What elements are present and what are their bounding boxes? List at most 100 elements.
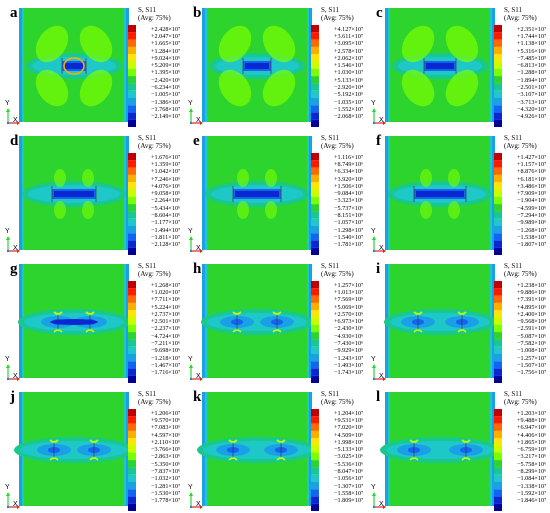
contour-plot-e [189,136,319,255]
legend-value: +9.058×10⁵ [151,190,181,198]
legend-swatch [311,174,319,183]
legend-swatch [494,189,502,197]
legend-value: +1.257×10⁷ [334,281,364,289]
legend-swatch [494,76,502,84]
legend-swatch [128,375,136,383]
legend-value: −1.084×10⁷ [517,475,547,483]
legend-value: −1.807×10⁷ [517,241,547,249]
legend-swatch [311,233,319,241]
legend-value: +5.224×10⁶ [151,303,181,311]
legend-swatch [311,182,319,190]
legend-value: −1.846×10⁷ [517,497,547,505]
contour-plot-k [189,392,319,511]
legend-swatch [128,240,136,248]
legend-swatch [494,218,502,226]
panel-letter: k [193,389,202,405]
legend-swatch [311,368,319,376]
legend-swatch [494,496,502,504]
axis-y-label: Y [5,356,10,363]
legend-value: +1.268×10⁷ [151,281,181,289]
legend-swatch [311,503,319,511]
legend-swatch [128,105,136,113]
legend-value: +1.284×10⁷ [151,47,181,55]
legend-swatch [494,83,502,91]
legend-swatch [128,68,136,77]
legend-value: +5.133×10⁶ [334,76,364,84]
legend-swatch [128,174,136,183]
legend-value: −1.288×10⁷ [517,69,547,77]
legend-swatch [311,226,319,234]
axis-x-label: X [13,373,18,380]
legend-value: +7.711×10⁶ [151,296,181,304]
legend-value: −1.743×10⁷ [334,369,364,377]
legend-swatch [128,438,136,446]
legend-value: +1.206×10⁷ [151,409,181,417]
legend-swatch [494,167,502,175]
legend-value: −4.599×10⁶ [517,204,547,212]
legend-value: −3.713×10⁷ [517,98,547,106]
legend-value: −8.047×10⁶ [334,468,364,475]
legend-swatch [128,153,136,161]
legend-swatch [128,281,136,289]
legend-swatch [494,438,502,446]
legend-value: +6.947×10⁶ [517,424,547,432]
legend-swatch [128,247,136,255]
legend-value: −1.530×10⁷ [151,489,181,497]
legend-value: +7.391×10⁶ [517,296,547,304]
legend-swatch [128,211,136,219]
legend-value: +1.238×10⁷ [517,281,547,289]
legend-value: +1.204×10⁷ [334,409,364,417]
legend-subtitle: (Avg: 75%) [138,270,171,278]
legend-swatch [311,482,319,490]
legend-value: +1.116×10⁷ [334,153,364,161]
contour-plot-a [6,8,136,127]
legend-value: +3.920×10⁶ [334,175,364,183]
legend-value: +3.611×10⁷ [334,32,364,40]
legend-value: −3.025×10⁶ [334,453,364,461]
legend-value: +3.486×10⁶ [517,182,547,190]
contour-panel-i: i S, S11 (Avg: 75%) +1.238×10⁷ +9.886×10⁶ +7.… [371,260,549,383]
legend-value: −2.068×10⁷ [334,113,364,121]
contour-panel-b: b S, S11 (Avg: 75%) +4.127×10⁷ +3.611×10⁷ +3.… [188,4,366,127]
legend-value: +1.138×10⁷ [517,40,547,48]
axis-y-label: Y [5,228,10,235]
axis-y-label: Y [5,484,10,491]
legend-value: −1.493×10⁷ [334,361,364,369]
legend-subtitle: (Avg: 75%) [504,14,537,22]
legend-swatch [494,46,502,55]
legend-swatch [128,76,136,84]
legend-swatch [311,438,319,446]
legend-subtitle: (Avg: 75%) [504,142,537,150]
legend-swatch [494,204,502,212]
legend-swatch [311,90,319,98]
legend-swatch [128,32,136,40]
legend-swatch [311,160,319,168]
legend-swatch [494,196,502,205]
legend-value: +1.203×10⁷ [517,409,547,417]
legend-swatch [494,39,502,47]
legend-swatch [128,295,136,303]
legend-value: −1.298×10⁷ [334,226,364,234]
legend-value: −5.350×10⁶ [151,460,181,468]
legend-value: +2.400×10⁶ [517,310,547,318]
legend-value: +2.578×10⁷ [334,47,364,55]
panel-letter: d [10,133,19,149]
contour-panel-c: c S, S11 (Avg: 75%) +2.351×10⁷ +1.744×10⁷ +1.… [371,4,549,127]
legend-swatch [494,281,502,289]
legend-swatch [311,54,319,62]
legend-value: −1.904×10⁶ [517,197,547,205]
legend-value: +2.351×10⁷ [517,25,547,33]
legend-swatch [494,119,502,127]
legend-swatch [128,409,136,417]
legend-swatch [128,302,136,311]
legend-swatch [494,105,502,113]
legend-swatch [494,310,502,318]
contour-panel-f: f S, S11 (Avg: 75%) +1.427×10⁷ +1.157×10⁷ +8.… [371,132,549,255]
legend-value: −8.604×10⁶ [151,212,181,219]
legend-value: −5.133×10⁵ [334,446,364,454]
legend-value: +7.083×10⁶ [151,424,181,432]
legend-swatch [494,416,502,424]
legend-value: −3.323×10⁶ [334,197,364,205]
legend-swatch [311,153,319,161]
legend-value: −1.592×10⁷ [517,489,547,497]
